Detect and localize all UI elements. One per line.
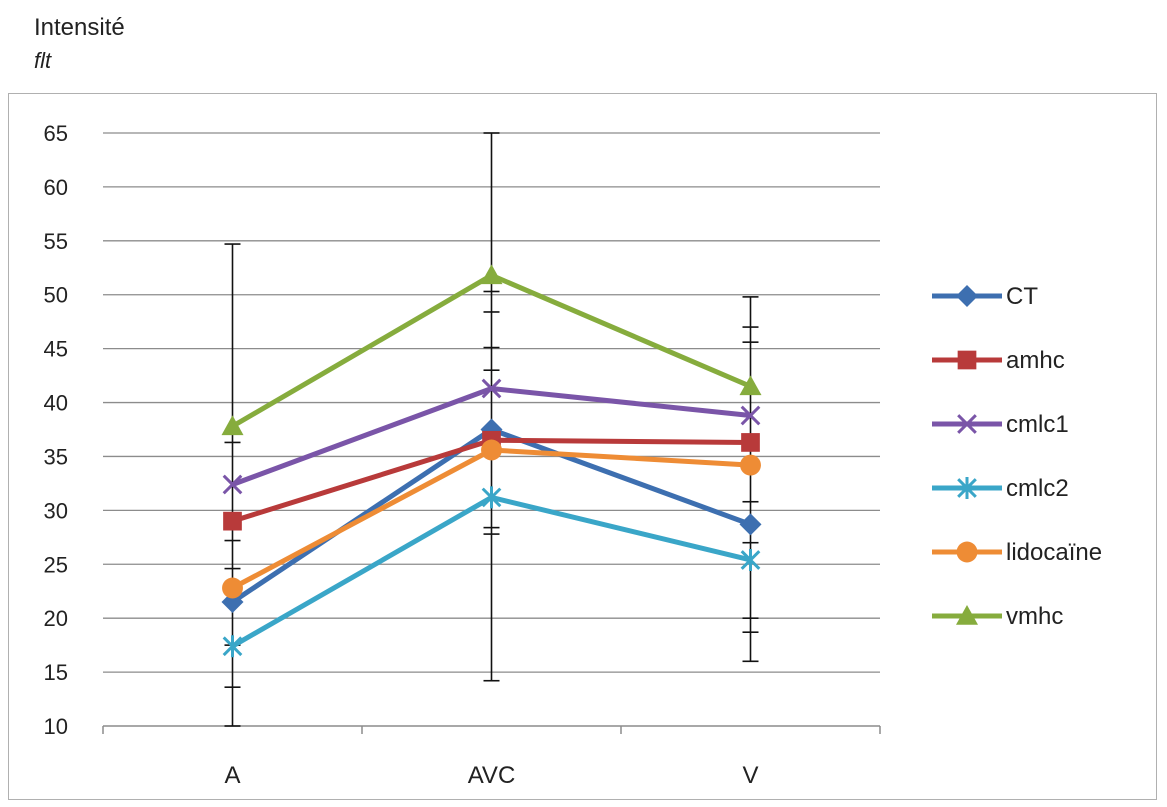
y-axis-title: Intensité <box>34 14 125 41</box>
y-tick-label: 60 <box>44 175 68 200</box>
legend-label: lidocaïne <box>1006 539 1102 566</box>
legend-marker-amhc <box>957 350 977 370</box>
data-point-cmlc1 <box>481 378 502 399</box>
y-axis-subtitle: flt <box>34 48 52 73</box>
legend-marker-lidocaïne <box>956 541 978 563</box>
data-point-cmlc1 <box>740 405 761 426</box>
x-tick-label: V <box>742 762 758 789</box>
y-tick-label: 40 <box>44 391 68 416</box>
data-point-cmlc2 <box>222 635 243 658</box>
y-tick-label: 65 <box>44 121 68 146</box>
y-tick-label: 35 <box>44 444 68 469</box>
y-tick-label: 30 <box>44 498 68 523</box>
x-tick-label: A <box>224 762 240 789</box>
legend-label: vmhc <box>1006 603 1063 630</box>
data-point-amhc <box>741 433 760 452</box>
chart-frame <box>8 93 1157 800</box>
y-tick-label: 45 <box>44 337 68 362</box>
legend-label: CT <box>1006 283 1038 310</box>
data-point-vmhc <box>739 375 762 396</box>
y-tick-label: 55 <box>44 229 68 254</box>
data-point-cmlc1 <box>222 474 243 495</box>
data-point-cmlc2 <box>481 486 502 509</box>
data-point-lidocaïne <box>222 577 243 599</box>
legend-marker-CT <box>956 285 978 307</box>
legend-marker-cmlc1 <box>957 414 977 434</box>
y-tick-label: 50 <box>44 283 68 308</box>
y-tick-label: 25 <box>44 552 68 577</box>
legend-label: amhc <box>1006 347 1065 374</box>
x-tick-label: AVC <box>468 762 516 789</box>
data-point-amhc <box>223 511 242 531</box>
data-point-lidocaïne <box>740 454 761 476</box>
data-point-vmhc <box>221 415 244 436</box>
legend-marker-vmhc <box>956 605 978 625</box>
y-tick-label: 15 <box>44 660 68 685</box>
legend-marker-cmlc2 <box>957 477 977 499</box>
y-tick-label: 10 <box>44 714 68 739</box>
data-point-cmlc2 <box>740 548 761 571</box>
data-point-lidocaïne <box>481 439 502 461</box>
legend-label: cmlc1 <box>1006 411 1069 438</box>
legend-label: cmlc2 <box>1006 475 1069 502</box>
data-point-CT <box>739 513 762 536</box>
data-point-vmhc <box>480 264 503 285</box>
y-tick-label: 20 <box>44 606 68 631</box>
